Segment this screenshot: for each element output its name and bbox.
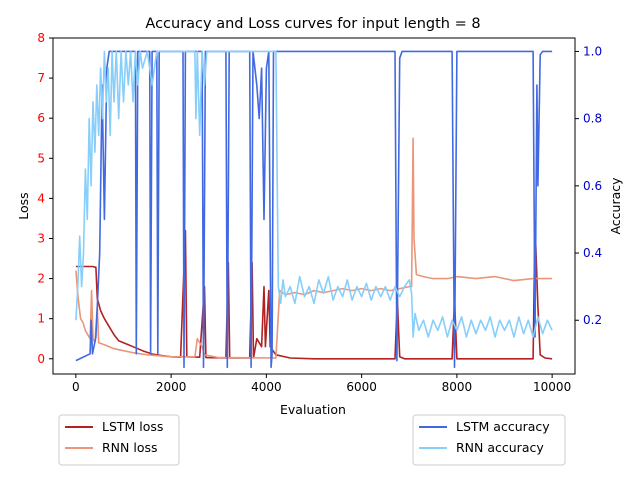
x-tick-label: 4000 — [251, 380, 282, 394]
chart-title: Accuracy and Loss curves for input lengt… — [145, 16, 480, 32]
x-tick-label: 8000 — [442, 380, 473, 394]
x-tick-label: 0 — [72, 380, 80, 394]
y-left-tick-label: 7 — [37, 71, 45, 85]
y-axis-right-label: Accuracy — [608, 177, 623, 235]
legend-label-lstm-accuracy: LSTM accuracy — [456, 419, 550, 434]
x-axis: 0 2000 4000 6000 8000 10000 — [72, 374, 571, 394]
x-tick-label: 2000 — [156, 380, 187, 394]
y-right-tick-label: 0.4 — [583, 246, 602, 260]
x-axis-label: Evaluation — [280, 402, 346, 417]
y-axis-left-label: Loss — [16, 192, 31, 219]
y-left-tick-label: 0 — [37, 352, 45, 366]
legend-label-rnn-accuracy: RNN accuracy — [456, 440, 544, 455]
legend-right: LSTM accuracy RNN accuracy — [412, 414, 566, 466]
y-left-tick-label: 1 — [37, 312, 45, 326]
y-left-tick-label: 4 — [37, 191, 45, 205]
y-left-tick-label: 3 — [37, 231, 45, 245]
y-right-tick-label: 0.6 — [583, 179, 602, 193]
y-left-tick-label: 5 — [37, 151, 45, 165]
x-tick-label: 6000 — [346, 380, 377, 394]
legend-label-lstm-loss: LSTM loss — [102, 419, 163, 434]
legend-left: LSTM loss RNN loss — [58, 414, 180, 466]
legend-label-rnn-loss: RNN loss — [102, 440, 158, 455]
y-right-tick-label: 0.8 — [583, 112, 602, 126]
y-right-tick-label: 0.2 — [583, 313, 602, 327]
series-layer — [75, 50, 553, 369]
y-right-tick-label: 1.0 — [583, 44, 602, 58]
series-line-rnn-accuracy — [75, 50, 553, 338]
y-axis-right: 0.2 0.4 0.6 0.8 1.0 — [575, 44, 602, 327]
y-axis-left: 0 1 2 3 4 5 6 7 8 — [37, 31, 53, 366]
plot-frame — [52, 37, 576, 375]
x-tick-label: 10000 — [533, 380, 571, 394]
series-line-lstm-accuracy — [75, 50, 553, 369]
y-left-tick-label: 6 — [37, 111, 45, 125]
y-left-tick-label: 8 — [37, 31, 45, 45]
legend-right-frame — [412, 414, 566, 466]
y-left-tick-label: 2 — [37, 272, 45, 286]
